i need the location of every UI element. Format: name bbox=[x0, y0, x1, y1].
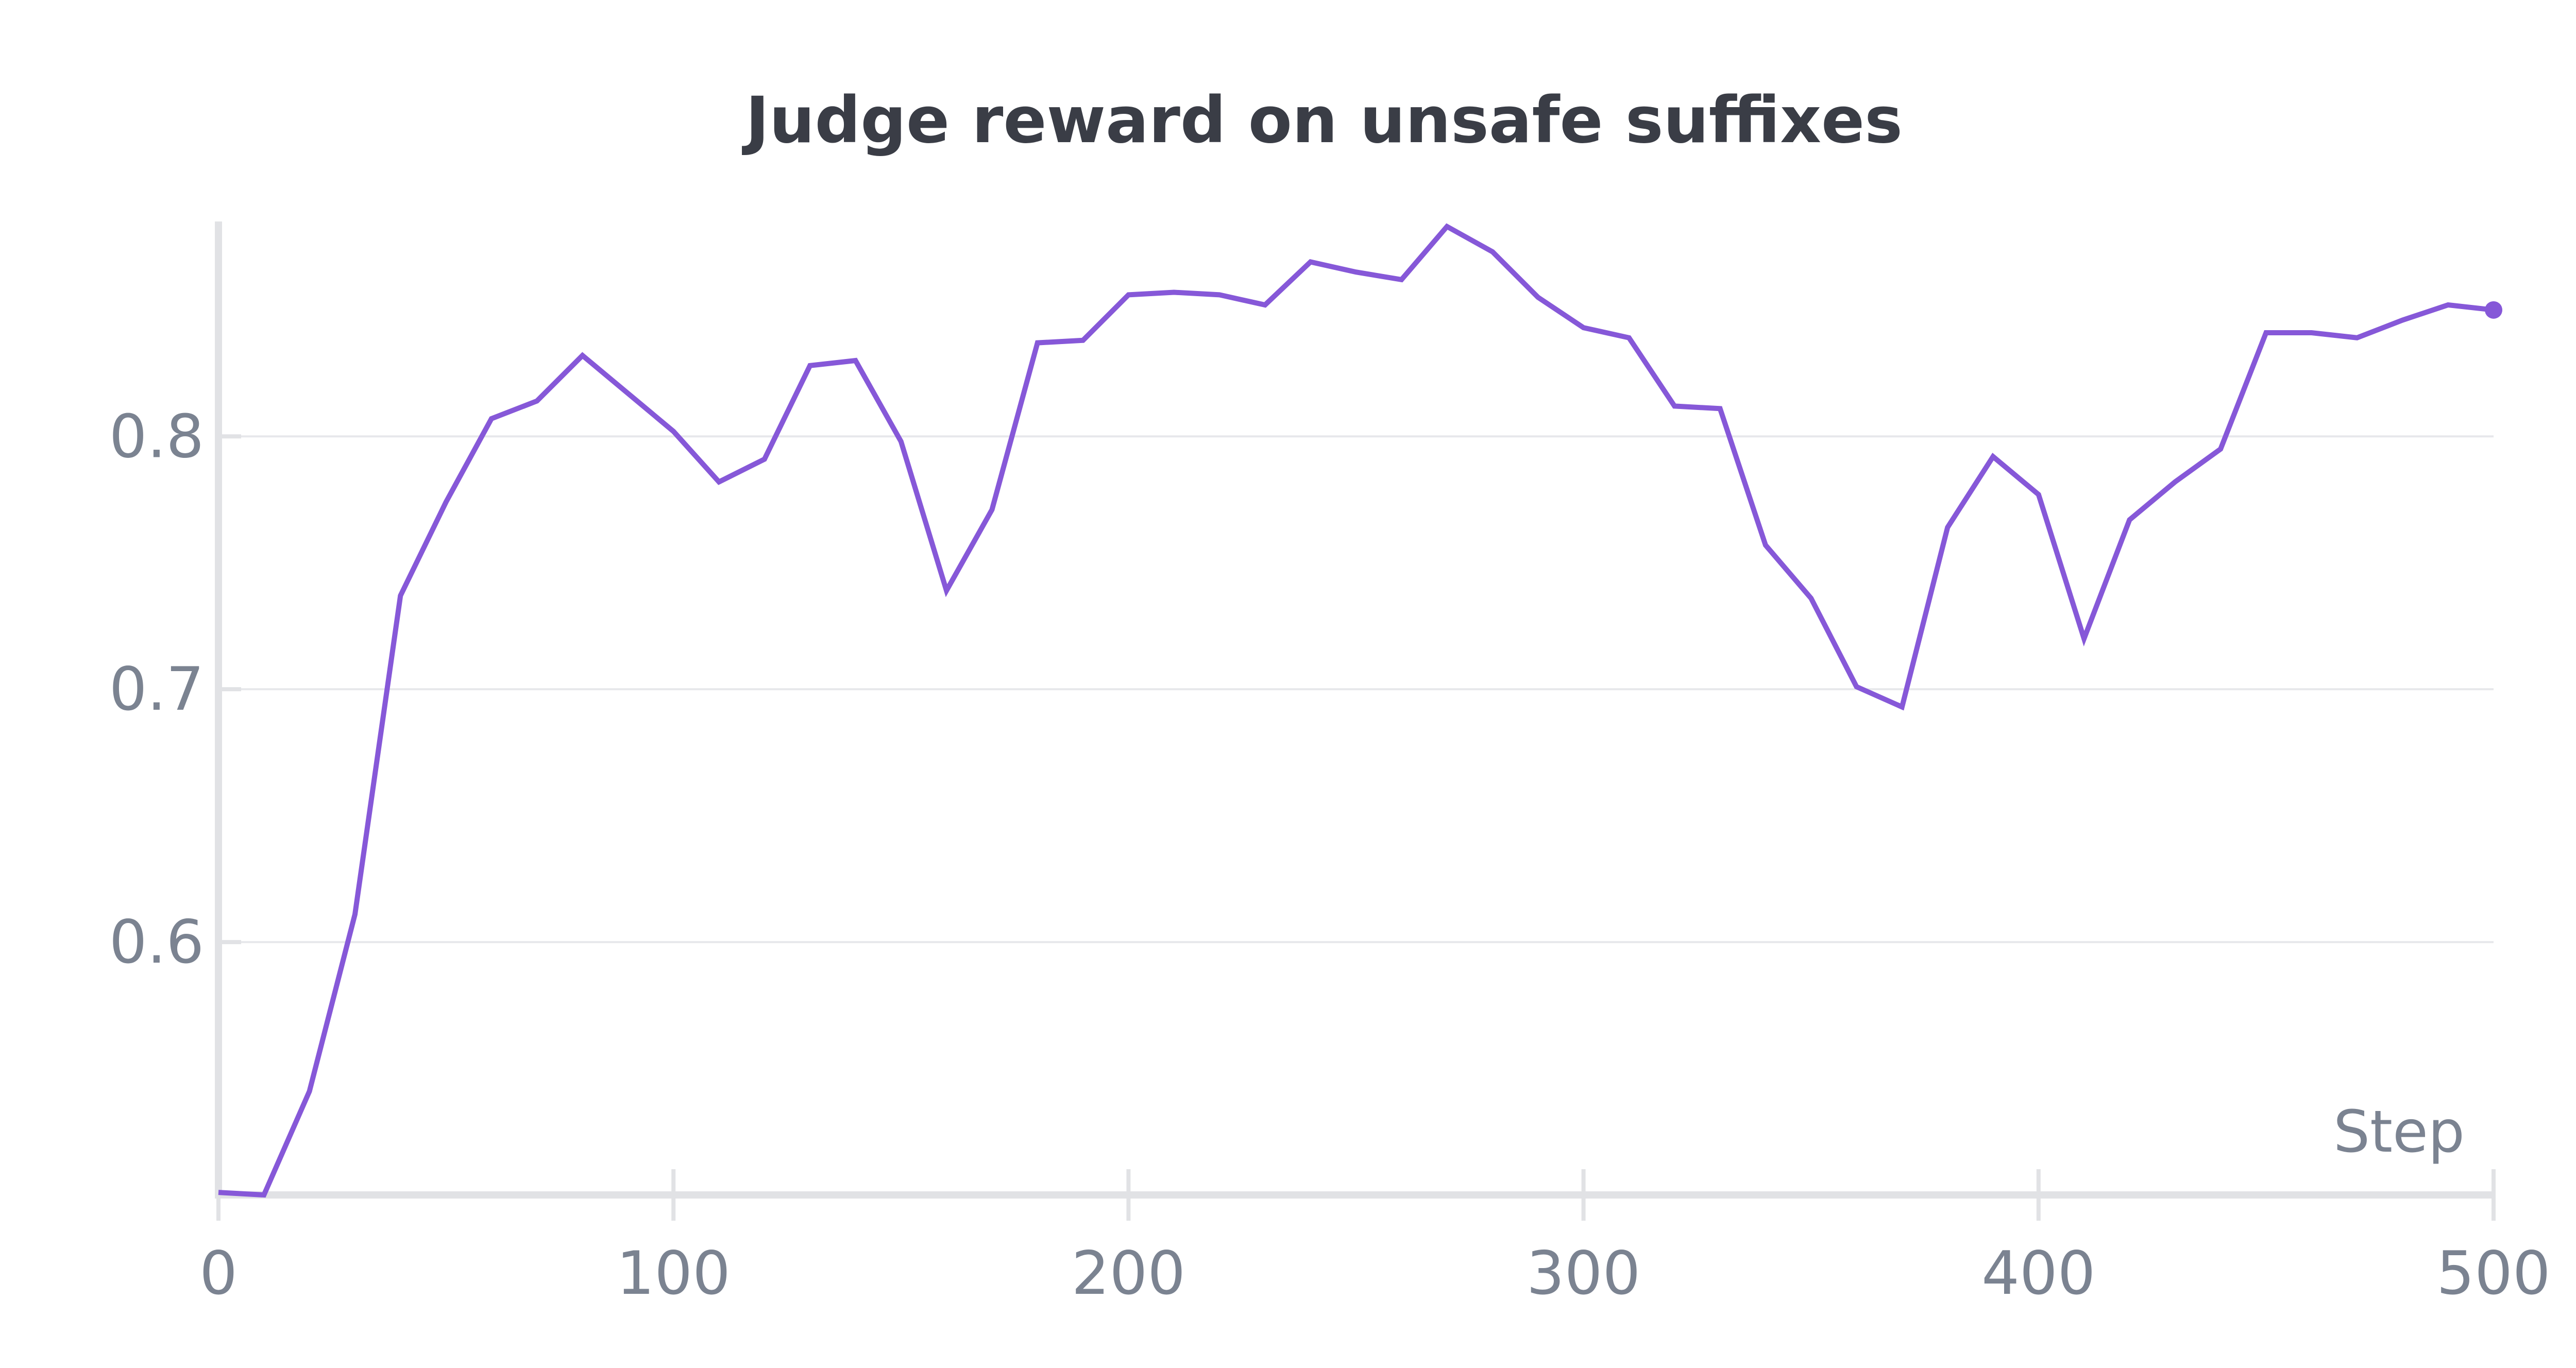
x-tick-label: 100 bbox=[616, 1239, 730, 1308]
chart-title: Judge reward on unsafe suffixes bbox=[742, 83, 1903, 158]
x-tick-label: 0 bbox=[199, 1239, 238, 1308]
tick-labels: 0.6 0.7 0.8 0 100 200 300 400 500 Step bbox=[109, 402, 2551, 1308]
y-tick-label: 0.6 bbox=[109, 908, 204, 977]
x-tick-label: 400 bbox=[1981, 1239, 2095, 1308]
x-tick-label: 300 bbox=[1527, 1239, 1640, 1308]
axes bbox=[215, 221, 2496, 1221]
series-line bbox=[218, 223, 2494, 1198]
series-end-point bbox=[2485, 301, 2502, 319]
y-tick-label: 0.8 bbox=[109, 402, 204, 471]
x-tick-label: 200 bbox=[1072, 1239, 1185, 1308]
x-axis-title: Step bbox=[2333, 1099, 2465, 1166]
y-tick-label: 0.7 bbox=[109, 655, 204, 724]
x-tick-label: 500 bbox=[2436, 1239, 2550, 1308]
data-series bbox=[218, 223, 2502, 1198]
grid-lines bbox=[218, 435, 2494, 944]
